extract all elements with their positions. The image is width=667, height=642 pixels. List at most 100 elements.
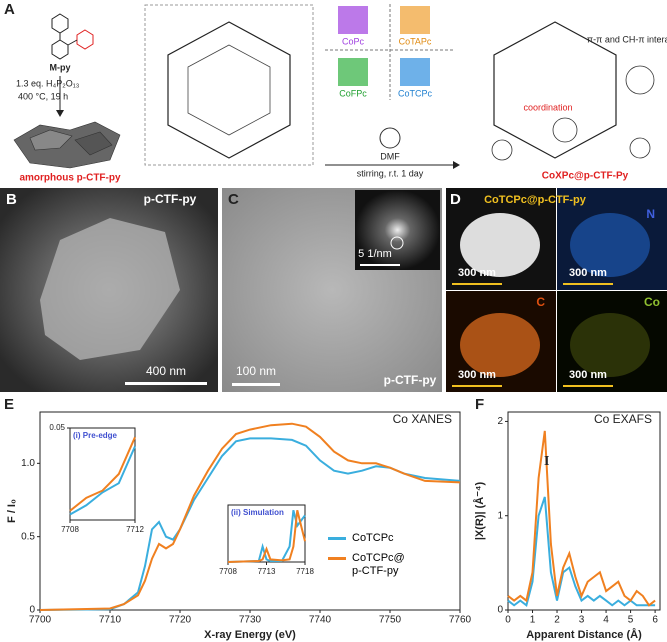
panel-letter: E <box>4 396 14 413</box>
product-label: amorphous p-CTF-py <box>19 173 121 184</box>
scale-bars <box>452 283 613 387</box>
x-tick-label: 7710 <box>99 615 122 626</box>
arrow-head <box>453 161 460 169</box>
final-label: CoXPc@p-CTF-Py <box>542 171 629 182</box>
map-c-particle <box>460 313 540 377</box>
sample-label: p-CTF-py <box>144 192 197 206</box>
y-axis-label: F / I₀ <box>6 499 18 523</box>
interactions-label: π-π and CH-π interactions <box>587 34 667 44</box>
map-title: CoTCPc@p-CTF-py <box>484 194 587 206</box>
scale-label: 400 nm <box>146 364 186 378</box>
element-label: Co <box>644 295 660 309</box>
legend-swatch <box>328 536 346 540</box>
series-line <box>507 430 656 607</box>
panel-letter: A <box>4 1 15 18</box>
x-tick-label: 7750 <box>379 615 402 626</box>
x-tick-label: 7718 <box>296 567 314 576</box>
condition: 400 °C, 19 h <box>18 91 68 101</box>
legend-swatch <box>328 557 346 560</box>
x-tick-label: 7740 <box>309 615 332 626</box>
x-tick-label: 5 <box>628 615 634 626</box>
x-tick-label: 7708 <box>61 525 79 534</box>
panel-letter: F <box>475 396 484 413</box>
map-co <box>557 291 667 392</box>
scale-bar <box>125 382 207 385</box>
series-line <box>69 445 136 516</box>
x-tick-label: 0 <box>505 615 511 626</box>
monomer-sketch <box>51 13 94 60</box>
scale-label: 300 nm <box>569 369 607 381</box>
pc-label: CoFPc <box>339 88 367 98</box>
legend-label: CoTCPc@ p-CTF-py <box>352 552 405 577</box>
framework <box>493 21 617 159</box>
scale-label: 300 nm <box>458 369 496 381</box>
x-tick-label: 7720 <box>169 615 192 626</box>
y-tick-label: 0.5 <box>21 531 35 542</box>
coordination-label: coordination <box>523 102 572 112</box>
pc-loaded <box>491 65 655 161</box>
legend-entry: CoTCPc@ p-CTF-py <box>328 552 405 578</box>
chart-title: Co EXAFS <box>594 412 652 426</box>
x-axis-label: Apparent Distance (Å) <box>526 628 642 641</box>
y-tick-label: 1 <box>497 510 503 521</box>
element-label: C <box>536 295 545 309</box>
series-line <box>69 436 136 512</box>
scale-bar <box>360 264 400 266</box>
series-line <box>39 437 461 611</box>
scale-label: 300 nm <box>569 267 607 279</box>
x-tick-label: 6 <box>652 615 658 626</box>
reagent: 1.3 eq. H₄P₂O₁₃ <box>16 78 80 88</box>
chart-title: (ii) Simulation <box>231 508 284 517</box>
monomer-label: M-py <box>50 62 71 72</box>
scale-label: 5 1/nm <box>358 248 392 260</box>
y-tick-label: 0 <box>29 605 35 616</box>
x-tick-label: 7713 <box>258 567 276 576</box>
y-tick-label: 1.0 <box>21 458 35 469</box>
panel-letter: B <box>6 191 17 208</box>
fft-ring <box>390 236 404 250</box>
chart-title: Co XANES <box>393 412 452 426</box>
pc-label: CoTAPc <box>399 36 432 46</box>
x-tick-label: 7760 <box>449 615 472 626</box>
fft-inset <box>355 190 440 270</box>
chart-title: (i) Pre-edge <box>73 431 118 440</box>
pc-label: CoPc <box>342 36 365 46</box>
legend-label: CoTCPc <box>352 532 394 544</box>
zoom-box <box>144 4 314 166</box>
scale-bar <box>232 383 280 386</box>
stirring: stirring, r.t. 1 day <box>357 168 424 178</box>
framework-inner <box>187 44 271 136</box>
x-tick-label: 2 <box>554 615 560 626</box>
map-n-particle <box>570 213 650 277</box>
x-tick-label: 7700 <box>29 615 52 626</box>
series-line <box>227 509 306 563</box>
x-tick-label: 7712 <box>126 525 144 534</box>
x-axis-label: X-ray Energy (eV) <box>204 629 296 641</box>
x-tick-label: 1 <box>530 615 536 626</box>
y-tick-label: 0 <box>497 605 503 616</box>
x-tick-label: 4 <box>603 615 609 626</box>
plot-frame <box>69 427 136 521</box>
element-label: N <box>646 207 655 221</box>
x-tick-label: 3 <box>579 615 585 626</box>
sample-label: p-CTF-py <box>384 373 437 387</box>
x-tick-label: 7708 <box>219 567 237 576</box>
flakes <box>13 121 121 169</box>
y-tick-label: 0.05 <box>49 423 65 432</box>
legend-entry: CoTCPc <box>328 532 394 545</box>
pc-label: CoTCPc <box>398 88 433 98</box>
scale-label: 300 nm <box>458 267 496 279</box>
solvent: DMF <box>380 151 400 161</box>
framework <box>167 21 291 159</box>
arrow-head <box>56 110 64 117</box>
sem-particle <box>40 218 180 360</box>
scale-label: 100 nm <box>236 364 276 378</box>
panel-letter: C <box>228 191 239 208</box>
annotation: I <box>544 454 549 469</box>
series-line <box>39 422 461 611</box>
pc-sketch <box>379 127 401 149</box>
map-co-particle <box>570 313 650 377</box>
pc-icons <box>325 4 455 100</box>
y-tick-label: 2 <box>497 416 503 427</box>
